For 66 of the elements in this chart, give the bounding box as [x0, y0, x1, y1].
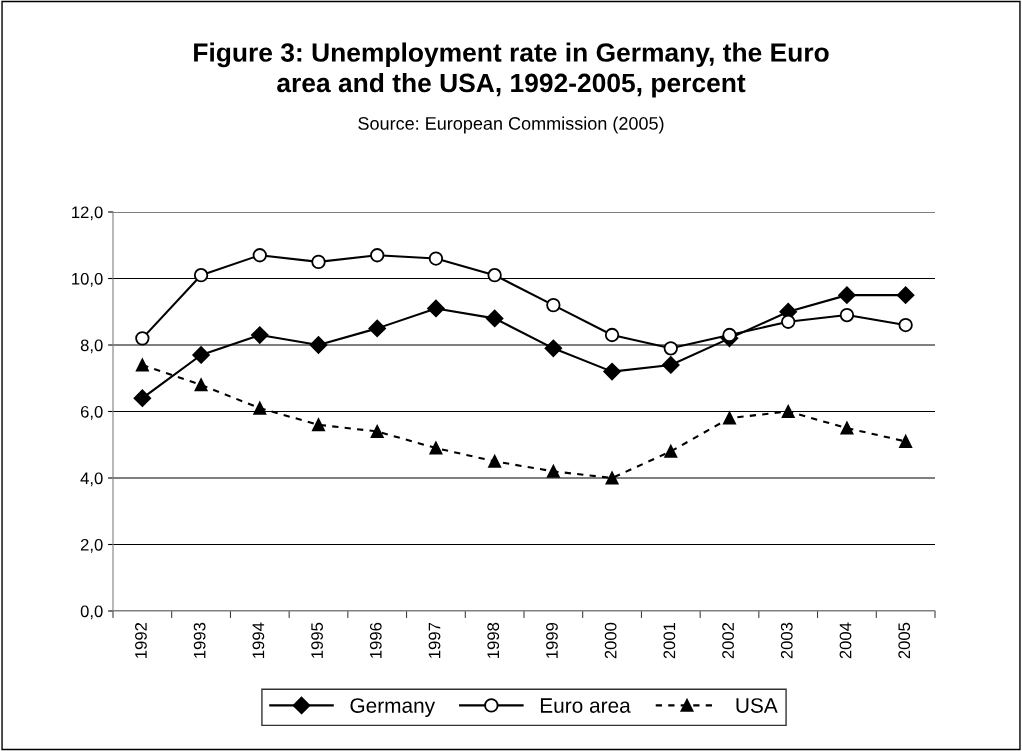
point: [839, 307, 855, 323]
point: [251, 326, 269, 344]
point: [312, 418, 325, 432]
point: [485, 309, 504, 328]
chart-subtitle: Source: European Commission (2005): [358, 116, 664, 134]
y-tick-label: 10,0: [72, 272, 103, 287]
point: [488, 454, 502, 468]
point: [194, 378, 208, 392]
legend-label: Euro area: [540, 698, 631, 713]
x-tick-label: 2001: [663, 622, 676, 659]
point: [781, 314, 796, 329]
y-tick-label: 0,0: [80, 605, 103, 620]
point: [663, 341, 678, 356]
point: [487, 268, 502, 283]
point: [605, 471, 619, 485]
x-tick-label: 2002: [722, 622, 734, 659]
point: [427, 299, 445, 318]
point: [252, 248, 267, 263]
x-tick-label: 1998: [487, 622, 500, 658]
x-tick-label: 1999: [546, 622, 558, 658]
point: [311, 254, 326, 270]
point: [546, 464, 560, 478]
x-tick-label: 2000: [604, 622, 617, 659]
point: [192, 346, 210, 364]
x-tick-label: 1995: [311, 622, 323, 658]
x-tick-label: 1997: [428, 622, 441, 658]
x-tick-label: 2005: [898, 622, 911, 659]
point: [723, 411, 736, 425]
point: [604, 327, 620, 343]
point: [722, 327, 737, 343]
point: [664, 444, 678, 458]
y-tick-label: 6,0: [80, 405, 103, 420]
point: [840, 421, 854, 435]
legend-label: Germany: [350, 698, 436, 717]
y-tick-label: 12,0: [72, 206, 103, 221]
point: [135, 358, 149, 372]
point: [133, 389, 152, 407]
point: [253, 401, 267, 415]
y-tick-label: 4,0: [80, 472, 103, 487]
point: [544, 339, 563, 358]
point: [370, 248, 385, 263]
point: [370, 424, 384, 438]
x-tick-label: 2004: [839, 622, 852, 659]
point: [838, 286, 856, 304]
x-tick-label: 2003: [780, 622, 793, 659]
point: [546, 297, 561, 313]
point: [429, 441, 443, 455]
x-tick-label: 1992: [135, 622, 147, 658]
point: [781, 405, 795, 418]
point: [368, 319, 386, 338]
x-tick-label: 1996: [369, 622, 382, 658]
point: [899, 434, 913, 448]
point: [898, 317, 913, 333]
y-tick-label: 2,0: [80, 538, 103, 553]
y-tick-label: 8,0: [80, 339, 103, 354]
point: [662, 356, 680, 374]
chart-title: Figure 3: Unemployment rate in Germany, the Euro area and the USA, 1992-2005, percent: [194, 42, 829, 98]
point: [896, 286, 915, 304]
point: [428, 251, 444, 266]
x-tick-label: 1993: [193, 622, 206, 658]
point: [309, 336, 328, 354]
point: [193, 268, 209, 283]
point: [603, 362, 621, 381]
legend-label: USA: [736, 698, 778, 713]
x-tick-label: 1994: [252, 622, 265, 658]
point: [135, 331, 150, 346]
